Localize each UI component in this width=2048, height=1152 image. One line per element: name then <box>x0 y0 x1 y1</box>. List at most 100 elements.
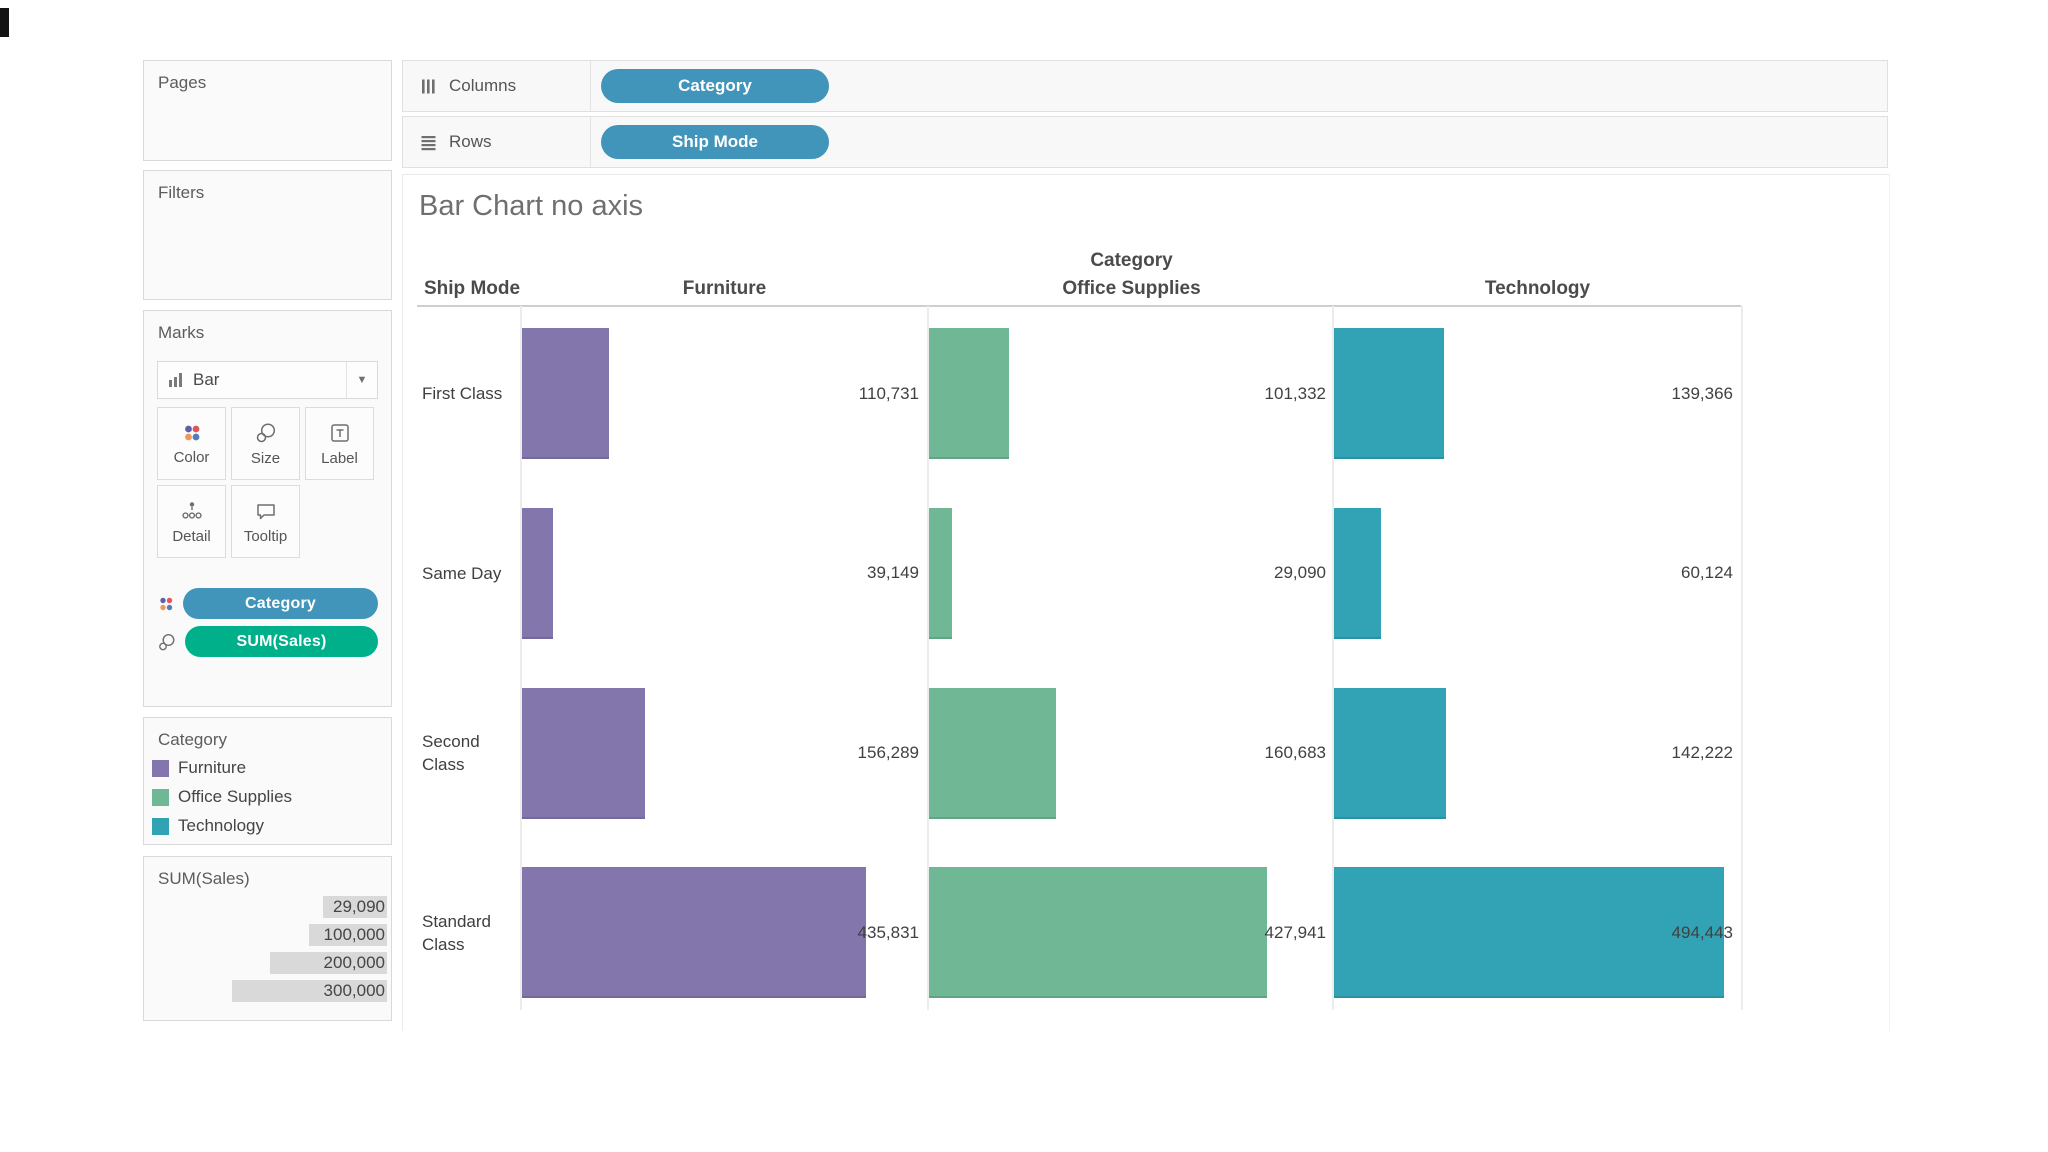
size-legend-row[interactable]: 100,000 <box>158 921 387 948</box>
bar-value-label: 427,941 <box>1264 922 1326 942</box>
column-header[interactable]: Office Supplies <box>1062 278 1201 299</box>
detail-icon <box>180 499 204 523</box>
columns-shelf[interactable]: Columns Category <box>402 60 1888 112</box>
size-legend-bar <box>323 896 387 918</box>
row-header-label[interactable]: Second Class <box>422 732 480 774</box>
marks-card: Marks Bar ▼ Color <box>143 310 392 707</box>
legend-item-label: Furniture <box>178 758 247 777</box>
bar-chart-icon <box>167 371 185 389</box>
bar[interactable] <box>1334 687 1447 819</box>
color-dots-icon <box>181 422 203 444</box>
category-color-legend: Category Furniture Office Supplies Technol… <box>143 717 392 845</box>
size-legend-bar <box>270 952 387 974</box>
rows-shelf[interactable]: Rows Ship Mode <box>402 116 1888 168</box>
bar-value-label: 29,090 <box>1274 563 1326 583</box>
size-legend-title: SUM(Sales) <box>158 869 250 888</box>
pages-shelf[interactable]: Pages <box>143 60 392 161</box>
size-legend-bar <box>309 924 387 946</box>
marks-pill-row-sum-sales: SUM(Sales) <box>157 626 378 657</box>
size-legend-row[interactable]: 300,000 <box>158 977 387 1004</box>
bar-value-label: 142,222 <box>1671 743 1733 762</box>
row-header-label[interactable]: First Class <box>422 384 503 403</box>
column-header[interactable]: Furniture <box>682 278 767 299</box>
mark-type-value: Bar <box>193 370 220 389</box>
marks-pill-row-category: Category <box>157 588 378 619</box>
row-header-label[interactable]: Same Day <box>422 563 502 583</box>
mark-type-dropdown[interactable]: Bar ▼ <box>157 361 378 399</box>
color-button-label: Color <box>173 448 210 466</box>
columns-shelf-head: Columns <box>403 61 591 111</box>
bar[interactable] <box>929 867 1267 999</box>
detail-button[interactable]: Detail <box>157 485 226 558</box>
color-button[interactable]: Color <box>157 407 226 480</box>
sum-sales-pill[interactable]: SUM(Sales) <box>185 626 378 657</box>
category-legend-title: Category <box>158 730 227 749</box>
rows-pill-ship-mode[interactable]: Ship Mode <box>601 125 829 159</box>
columns-pill-category[interactable]: Category <box>601 69 829 103</box>
columns-icon <box>419 77 438 96</box>
legend-item[interactable]: Technology <box>152 814 264 838</box>
bar[interactable] <box>1334 507 1382 639</box>
bar[interactable] <box>522 507 553 639</box>
category-pill[interactable]: Category <box>183 588 378 619</box>
size-icon <box>254 421 278 445</box>
pane-separator <box>927 306 929 1010</box>
column-dimension-header[interactable]: Category <box>1090 250 1173 271</box>
size-legend-bar <box>232 980 387 1002</box>
size-button[interactable]: Size <box>231 407 300 480</box>
legend-item-label: Technology <box>178 816 265 835</box>
tooltip-button[interactable]: Tooltip <box>231 485 300 558</box>
window-edge-notch <box>0 8 9 37</box>
bar-value-label: 160,683 <box>1264 743 1326 762</box>
chevron-down-icon[interactable]: ▼ <box>346 362 377 398</box>
bar-value-label: 101,332 <box>1264 383 1326 403</box>
tooltip-button-label: Tooltip <box>243 527 288 545</box>
bar-value-label: 39,149 <box>867 563 919 583</box>
color-dots-icon <box>157 595 175 613</box>
bar[interactable] <box>929 507 952 639</box>
label-button-label: Label <box>321 449 358 467</box>
bar[interactable] <box>929 328 1009 459</box>
pane-separator <box>520 306 522 1010</box>
label-button[interactable]: Label <box>305 407 374 480</box>
bar-value-label: 139,366 <box>1671 383 1733 403</box>
rows-shelf-label: Rows <box>449 132 492 151</box>
pane-separator <box>1741 306 1743 1010</box>
rows-icon <box>419 133 438 152</box>
bar[interactable] <box>929 687 1056 819</box>
rows-shelf-head: Rows <box>403 117 591 167</box>
pages-shelf-title: Pages <box>158 73 207 92</box>
sheet-title: Bar Chart no axis <box>419 190 644 222</box>
filters-shelf-title: Filters <box>158 183 205 202</box>
bar[interactable] <box>522 328 610 459</box>
size-legend-value: 100,000 <box>323 925 385 944</box>
filters-shelf[interactable]: Filters <box>143 170 392 300</box>
bar[interactable] <box>1334 867 1724 999</box>
detail-button-label: Detail <box>172 527 211 545</box>
size-legend-row[interactable]: 200,000 <box>158 949 387 976</box>
bar[interactable] <box>522 867 866 999</box>
size-legend-value: 200,000 <box>323 953 385 972</box>
column-header[interactable]: Technology <box>1484 278 1591 299</box>
bar-value-label: 435,831 <box>857 922 919 942</box>
bar[interactable] <box>1334 328 1444 459</box>
bar[interactable] <box>522 687 646 819</box>
size-button-label: Size <box>250 449 281 467</box>
row-header-label[interactable]: Standard Class <box>422 911 491 954</box>
legend-item[interactable]: Furniture <box>152 756 246 780</box>
size-legend-value: 300,000 <box>323 981 385 1000</box>
bar-value-label: 110,731 <box>858 383 919 403</box>
bar-value-label: 156,289 <box>857 743 919 762</box>
legend-item-label: Office Supplies <box>178 787 293 806</box>
marks-buttons: Color Size Label <box>157 407 380 558</box>
header-underline <box>417 305 1741 307</box>
legend-swatch <box>152 817 169 835</box>
bar-value-label: 60,124 <box>1681 563 1733 583</box>
legend-swatch <box>152 788 169 806</box>
pane-separator <box>1332 306 1334 1010</box>
legend-item[interactable]: Office Supplies <box>152 785 292 809</box>
marks-card-title: Marks <box>158 323 205 342</box>
size-legend-row[interactable]: 29,090 <box>158 893 387 920</box>
row-dimension-header[interactable]: Ship Mode <box>424 278 521 299</box>
legend-swatch <box>152 759 169 777</box>
